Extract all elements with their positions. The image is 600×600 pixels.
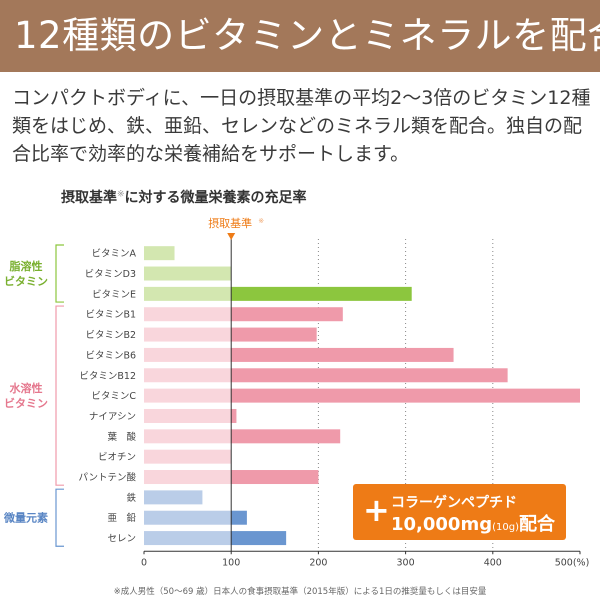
bar-0-2-base (144, 286, 232, 301)
category-label-1-8: パントテン酸 (79, 472, 137, 484)
chart-title-note: ※ (117, 189, 125, 200)
category-label-1-2: ビタミンB6 (85, 350, 136, 361)
bar-1-0-excess (231, 307, 343, 322)
bar-0-0-base (144, 246, 175, 261)
promo-line1: コラーゲンペプチド (391, 495, 517, 511)
x-tick-label-500: 500(%) (555, 557, 590, 568)
bar-2-0-base (144, 490, 203, 505)
footnote: ※成人男性（50〜69 歳）日本人の食事摂取基準（2015年版）による1日の推奨… (113, 587, 487, 597)
category-label-1-1: ビタミンB2 (85, 330, 136, 341)
bar-1-0-base (144, 307, 232, 322)
bar-1-5-excess (231, 408, 237, 423)
group-label-2-0: 微量元素 (3, 511, 48, 525)
bar-1-4-base (144, 388, 232, 403)
category-label-2-1: 亜 鉛 (107, 512, 136, 524)
bar-1-8-excess (231, 470, 319, 485)
category-label-1-4: ビタミンC (91, 391, 136, 402)
chart-title: 摂取基準※に対する微量栄養素の充足率 (61, 187, 307, 207)
bar-1-3-excess (231, 368, 508, 383)
promo-amount: 10,000mg (391, 514, 493, 535)
bar-1-4-excess (231, 388, 580, 403)
bar-1-1-base (144, 327, 232, 342)
category-label-1-3: ビタミンB12 (79, 371, 136, 382)
bar-1-8-base (144, 470, 232, 485)
category-label-1-6: 葉 酸 (107, 431, 136, 443)
x-tick-label-100: 100 (222, 557, 240, 568)
group-label-1-1: ビタミン (4, 396, 48, 410)
group-label-1-0: 水溶性 (10, 381, 43, 395)
group-bracket-1 (55, 305, 64, 486)
chart-title-main: 摂取基準 (61, 190, 117, 206)
x-tick-label-400: 400 (484, 557, 502, 568)
bar-1-7-base (144, 449, 232, 464)
group-bracket-0 (55, 244, 64, 303)
product-description: コンパクトボディに、一日の摂取基準の平均2〜3倍のビタミン12種類をはじめ、鉄、… (12, 87, 591, 165)
chart-title-suffix: に対する微量栄養素の充足率 (124, 190, 307, 206)
category-label-2-0: 鉄 (126, 492, 136, 504)
bar-2-1-base (144, 510, 232, 525)
promo-line2: 10,000mg(10g)配合 (391, 510, 555, 536)
category-label-0-1: ビタミンD3 (85, 269, 136, 280)
x-tick-label-200: 200 (309, 557, 327, 568)
bar-1-6-excess (231, 429, 341, 444)
promo-suffix: 配合 (518, 514, 555, 535)
bar-2-2-excess (231, 531, 287, 546)
bar-1-1-excess (231, 327, 317, 342)
collagen-promo-badge: + コラーゲンペプチド 10,000mg(10g)配合 (353, 484, 566, 540)
bar-1-2-base (144, 347, 232, 362)
group-label-0-1: ビタミン (4, 274, 48, 288)
category-label-0-0: ビタミンA (92, 249, 137, 260)
category-label-1-5: ナイアシン (89, 411, 136, 422)
category-label-0-2: ビタミンE (92, 289, 136, 300)
bar-1-6-base (144, 429, 232, 444)
bar-0-1-base (144, 266, 232, 281)
category-label-1-7: ビオチン (98, 452, 136, 463)
bar-1-3-base (144, 368, 232, 383)
x-tick-label-300: 300 (397, 557, 415, 568)
bar-1-2-excess (231, 347, 454, 362)
group-label-0-0: 脂溶性 (9, 259, 43, 273)
category-label-1-0: ビタミンB1 (85, 310, 136, 321)
x-tick-label-0: 0 (141, 557, 147, 568)
reference-note-mark: ※ (258, 217, 264, 225)
promo-grams: (10g) (492, 522, 519, 533)
promo-plus: + (363, 491, 390, 529)
reference-marker-icon (227, 233, 236, 240)
reference-label: 摂取基準 (208, 216, 252, 230)
category-label-2-2: セレン (107, 534, 136, 545)
bar-2-2-base (144, 531, 232, 546)
bar-0-2-excess (231, 286, 412, 301)
bar-1-5-base (144, 408, 232, 423)
bar-2-1-excess (231, 510, 247, 525)
page-title: 12種類のビタミンとミネラルを配合 (0, 0, 600, 72)
group-bracket-2 (55, 488, 64, 547)
